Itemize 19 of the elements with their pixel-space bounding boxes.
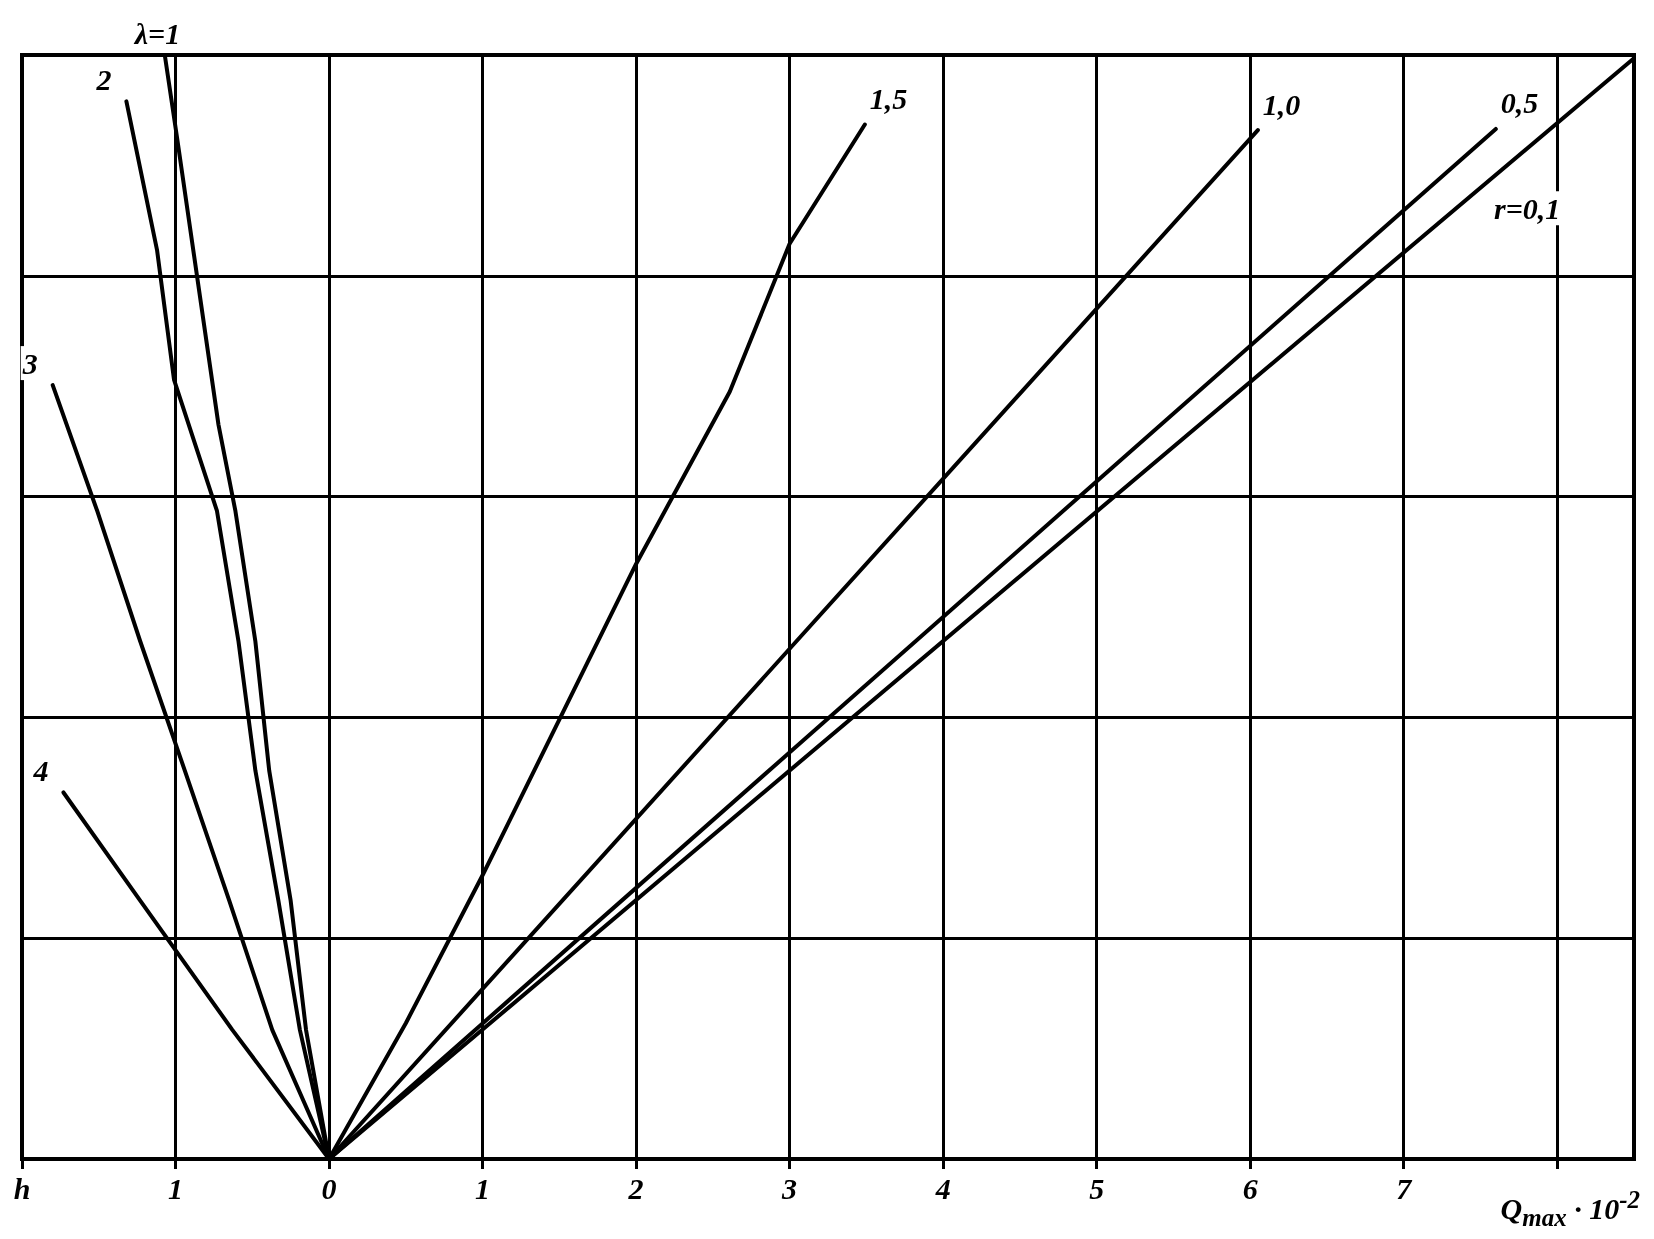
x-axis-title: Q$_{max}$ · 10$^{-2}$ [1500,1186,1640,1232]
x-tick-label: 0 [321,1171,337,1205]
x-tick-label: 4 [934,1171,951,1205]
x-tick-label: 6 [1242,1171,1258,1205]
x-tick-label: 1 [475,1171,491,1205]
x-tick-label: 2 [627,1171,644,1205]
series-label: 2 [95,62,112,96]
x-tick-label: h [13,1171,31,1205]
x-tick-label: 7 [1396,1171,1413,1205]
series-label: 1,5 [869,82,908,116]
series-label: 1,0 [1262,87,1301,121]
x-tick-label: 3 [781,1171,798,1205]
series-label: 4 [32,753,49,787]
x-tick-label: 5 [1089,1171,1105,1205]
x-tick-label: 1 [168,1171,184,1205]
series-label: r=0,1 [1494,191,1561,225]
series-label: 3 [21,346,38,380]
series-label: λ=1 [132,16,181,50]
series-label: 0,5 [1500,86,1539,120]
